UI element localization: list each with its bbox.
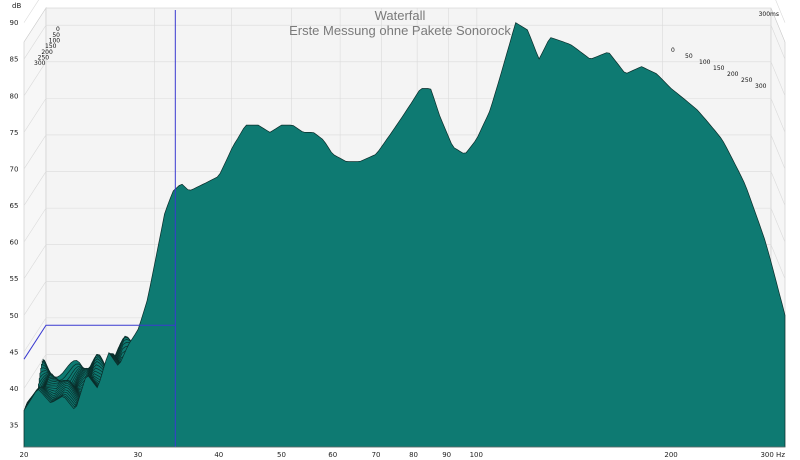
y-axis: 35 40 45 50 55 60 65 70 75 80 85 90 <box>10 19 19 429</box>
x-tick-label: 70 <box>372 451 381 459</box>
x-tick-label: 300 Hz <box>760 451 785 459</box>
gridline-horizontal <box>23 0 786 23</box>
time-slice-label-right: 0 <box>671 47 675 54</box>
time-slice-label-right: 200 <box>727 71 739 78</box>
waterfall-slice <box>23 22 786 448</box>
frequency-cursor <box>23 10 176 447</box>
gridline-horizontal <box>23 61 786 96</box>
time-slice-label-right: 50 <box>685 53 693 60</box>
time-slice-label-right: 150 <box>713 65 725 72</box>
time-axis-end-label: 300ms <box>759 11 779 18</box>
y-tick-label: 90 <box>10 19 19 27</box>
time-slice-label-right: 100 <box>699 59 711 66</box>
gridline-horizontal <box>23 24 786 60</box>
x-axis: 20 30 40 50 60 70 80 90 100 200 300 Hz <box>20 446 785 459</box>
x-tick-label: 60 <box>328 451 337 459</box>
y-tick-label: 35 <box>10 422 19 430</box>
waterfall-slices <box>23 22 786 448</box>
x-tick-label: 80 <box>409 451 418 459</box>
y-tick-label: 50 <box>10 312 19 320</box>
time-slice-label-left: 0 <box>56 26 60 33</box>
time-slice-label-left: 200 <box>41 49 53 56</box>
time-slice-labels: 005050100100150150200200250250300300300m… <box>34 11 779 90</box>
x-tick-label: 50 <box>277 451 286 459</box>
chart-subtitle: Erste Messung ohne Pakete Sonorock <box>289 23 511 38</box>
y-tick-label: 55 <box>10 275 19 283</box>
time-slice-label-left: 250 <box>38 55 50 62</box>
cursor-level-line <box>23 324 176 360</box>
y-tick-label: 85 <box>10 56 19 64</box>
chart-title: Waterfall <box>375 8 426 23</box>
y-tick-label: 60 <box>10 239 19 247</box>
time-slice-label-left: 100 <box>49 38 61 45</box>
x-tick-label: 30 <box>133 451 142 459</box>
y-tick-label: 75 <box>10 129 19 137</box>
y-tick-label: 70 <box>10 165 19 173</box>
y-tick-label: 80 <box>10 92 19 100</box>
time-slice-label-right: 250 <box>741 77 753 84</box>
y-tick-label: 45 <box>10 348 19 356</box>
x-tick-label: 100 <box>470 451 483 459</box>
y-tick-label: 65 <box>10 202 19 210</box>
y-tick-label: 40 <box>10 385 19 393</box>
time-slice-label-right: 300 <box>755 83 767 90</box>
gridline-horizontal <box>23 98 786 133</box>
x-tick-label: 90 <box>442 451 451 459</box>
x-tick-label: 200 <box>664 451 677 459</box>
y-unit-label: dB <box>12 2 21 10</box>
time-slice-label-left: 150 <box>45 43 57 50</box>
x-tick-label: 40 <box>214 451 223 459</box>
x-tick-label: 20 <box>20 451 29 459</box>
time-slice-label-left: 50 <box>52 32 60 39</box>
time-slice-label-left: 300 <box>34 60 46 67</box>
